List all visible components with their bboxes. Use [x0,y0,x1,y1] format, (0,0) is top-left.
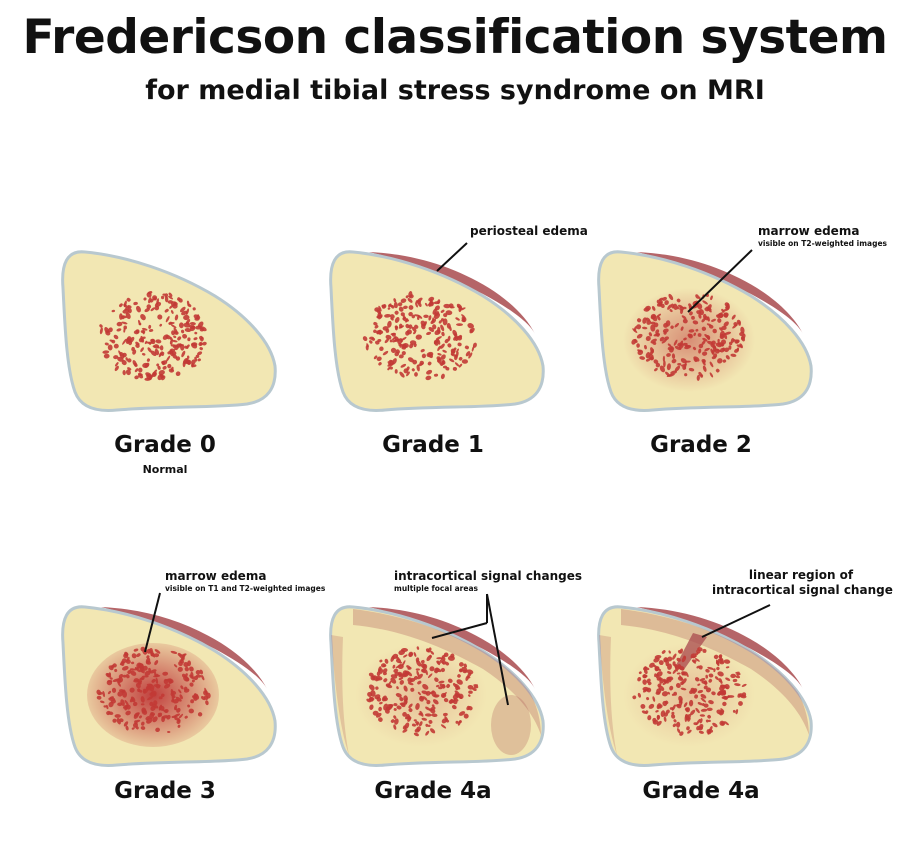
grade-4a-panel: Grade 4a [283,585,583,845]
g3-callout-subtext: visible on T1 and T2-weighted images [165,584,326,593]
trabecular-bone [99,291,207,381]
g2-callout-subtext: visible on T2-weighted images [758,239,887,248]
grade-0-sublabel: Normal [142,463,188,476]
cortical-bone [61,250,277,412]
g3-callout: marrow edema visible on T1 and T2-weight… [165,569,325,593]
trabecular-bone [366,646,479,737]
grade-4a-bone-illustration [329,605,545,767]
grade-1-bone-illustration [329,250,545,412]
g1-callout: periosteal edema [470,224,588,239]
page-subtitle: for medial tibial stress syndrome on MRI [145,75,765,106]
grade-4b-label: Grade 4a [642,778,760,804]
trabecular-bone [632,647,747,736]
g4b-callout-line1: linear region of [748,568,854,582]
grade-3-bone-illustration [61,605,277,767]
grade-4a-label: Grade 4a [374,778,492,804]
page-title: Fredericson classification system [22,10,888,65]
grade-3-label: Grade 3 [114,778,216,804]
g4a-callout-subtext: multiple focal areas [394,584,478,593]
grade-0-label: Grade 0 [114,432,216,458]
marrow-edema [355,643,487,747]
grade-2-panel: Grade 2 [551,230,851,490]
grade-0-bone-illustration [61,250,277,412]
grade-2-label: Grade 2 [650,432,752,458]
g3-callout-text: marrow edema [165,569,267,583]
trabecular-bone [96,646,211,734]
grade-1-panel: Grade 1 [283,230,583,490]
grade-4b-panel: Grade 4a [551,585,851,845]
grade-1-label: Grade 1 [382,432,484,458]
g2-callout: marrow edema visible on T2-weighted imag… [758,224,887,248]
g4a-callout: intracortical signal changes multiple fo… [394,569,582,593]
g4b-callout: linear region of intracortical signal ch… [712,568,893,598]
grade-3-panel: Grade 3 [15,585,315,845]
g4a-callout-text: intracortical signal changes [394,569,582,583]
trabecular-bone [362,291,477,381]
grade-4b-bone-illustration [597,605,813,767]
grade-0-panel: Grade 0 Normal [15,230,315,490]
grade-2-bone-illustration [597,250,813,412]
g1-callout-text: periosteal edema [470,224,588,238]
g2-callout-text: marrow edema [758,224,860,238]
g4b-callout-line2: intracortical signal change [712,583,893,597]
